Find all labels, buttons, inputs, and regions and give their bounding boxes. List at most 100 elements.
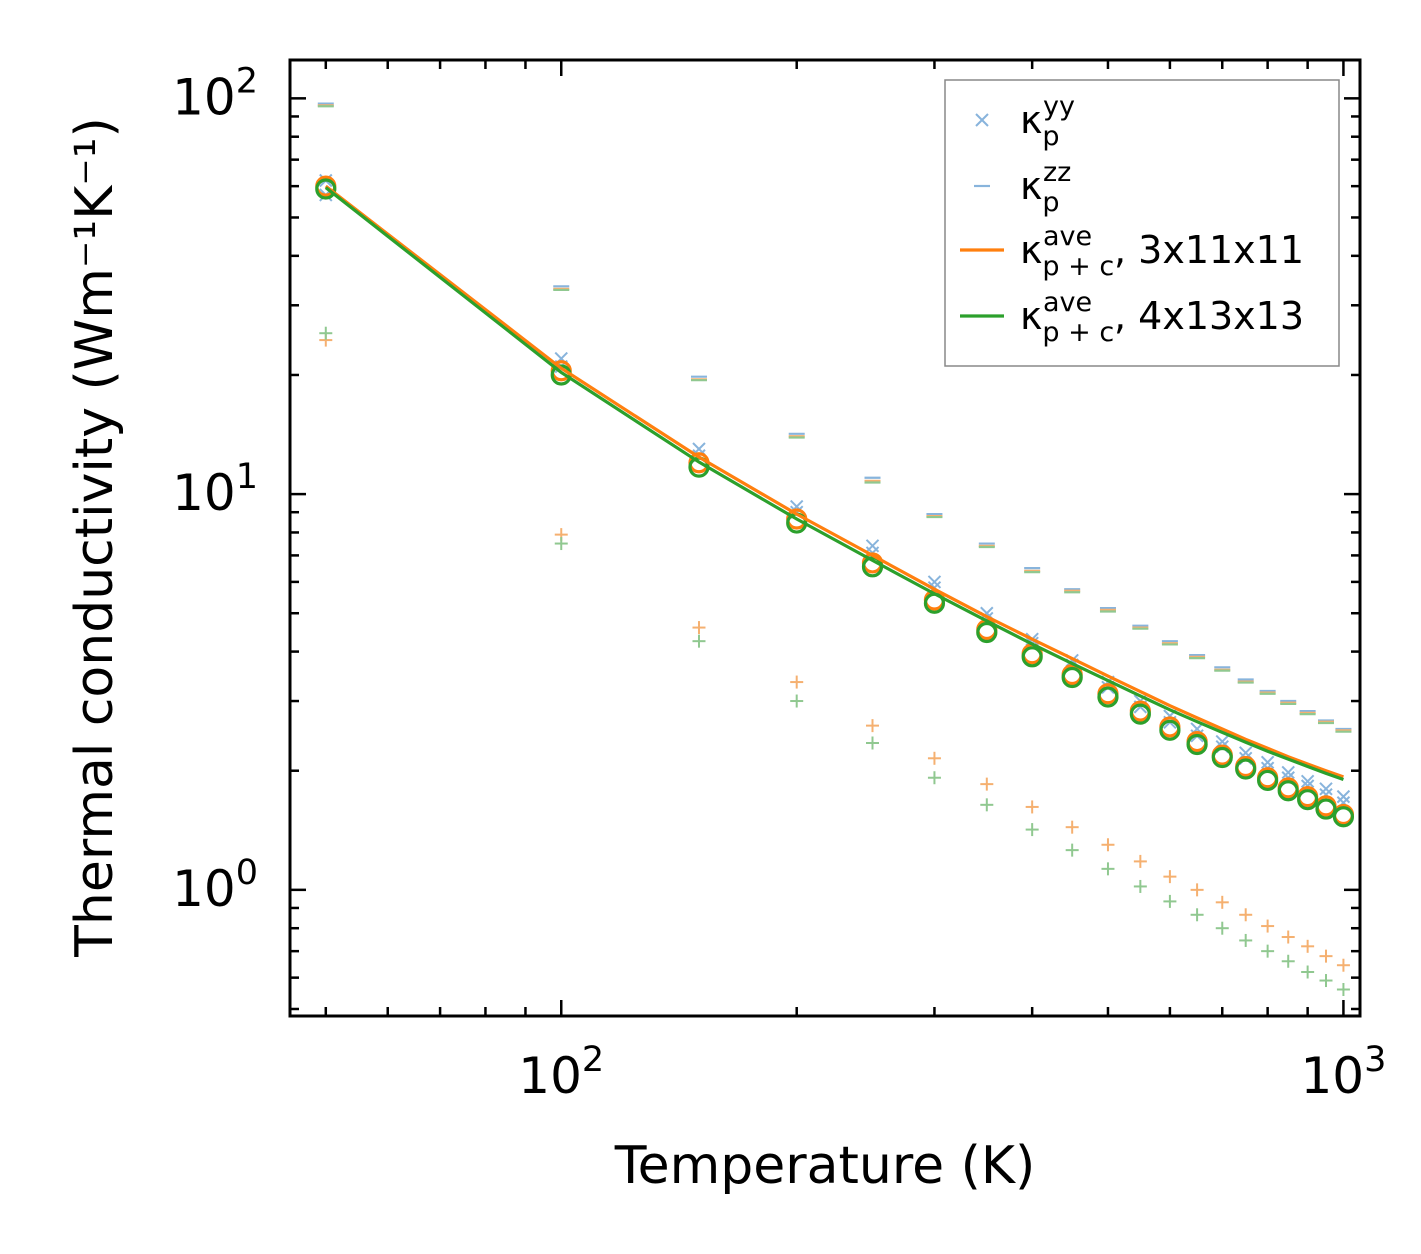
data-point xyxy=(319,326,333,340)
data-point xyxy=(1336,983,1350,997)
data-point xyxy=(1101,838,1115,852)
x-tick-base: 10 xyxy=(1300,1047,1364,1105)
data-point xyxy=(866,719,880,733)
series-line xyxy=(324,186,1344,782)
series-kappa_pc_ave_4x13x13 xyxy=(324,186,1344,782)
data-point xyxy=(1159,719,1181,741)
data-point xyxy=(1235,758,1257,780)
data-point xyxy=(1297,789,1319,811)
data-point xyxy=(790,675,804,689)
data-point xyxy=(1315,798,1337,820)
legend-symbol: κ xyxy=(1020,294,1042,338)
legend-label: κp + cave , 3x11x11 xyxy=(1020,221,1304,282)
data-point xyxy=(1260,755,1275,770)
legend-entry-kappa_pc_ave_4x13x13: κp + cave , 4x13x13 xyxy=(960,287,1304,348)
data-point xyxy=(1211,746,1233,769)
legend-subscript: p xyxy=(1042,187,1059,218)
y-tick-label: 101 xyxy=(172,457,258,522)
data-point xyxy=(866,736,880,750)
data-point xyxy=(1025,823,1039,837)
x-marker-stroke xyxy=(1281,765,1295,780)
data-point xyxy=(1277,780,1299,802)
legend-subscript: p + c xyxy=(1042,251,1114,282)
legend-entry-kappa_p_yy: κpyy xyxy=(975,91,1075,152)
legend-entry-kappa_pc_ave_3x11x11: κp + cave , 3x11x11 xyxy=(960,221,1304,282)
y-tick-base: 10 xyxy=(172,860,236,918)
data-point xyxy=(1319,974,1333,988)
data-point xyxy=(1261,944,1275,958)
data-point xyxy=(1301,965,1315,979)
data-point xyxy=(1163,870,1177,884)
y-tick-base: 10 xyxy=(172,68,236,126)
x-marker-stroke xyxy=(1336,789,1351,804)
data-point xyxy=(1025,800,1039,814)
legend-suffix: , 4x13x13 xyxy=(1114,294,1304,338)
data-point xyxy=(1129,703,1151,725)
data-point xyxy=(1190,908,1204,922)
data-point xyxy=(1336,958,1350,972)
y-tick-label: 102 xyxy=(172,61,258,126)
x-marker-stroke xyxy=(1065,653,1079,668)
legend-marker-swatch xyxy=(975,113,989,127)
data-point xyxy=(1190,883,1204,897)
x-marker-stroke xyxy=(975,113,989,127)
series-kappa_pc_ave_3x11x11 xyxy=(324,184,1344,779)
data-point xyxy=(980,777,994,791)
y-tick-base: 10 xyxy=(172,464,236,522)
data-point xyxy=(927,771,941,785)
plot-frame xyxy=(288,58,1362,1018)
data-point xyxy=(980,798,994,812)
data-point xyxy=(1163,894,1177,908)
y-axis-title: Thermal conductivity (Wm⁻¹K⁻¹) xyxy=(65,117,125,958)
series-line xyxy=(324,184,1344,779)
data-point xyxy=(1319,782,1333,796)
x-tick-exponent: 3 xyxy=(1364,1040,1386,1080)
y-tick-exponent: 2 xyxy=(236,61,258,101)
data-point xyxy=(692,634,706,648)
data-point xyxy=(1215,921,1229,935)
data-point xyxy=(692,621,706,635)
legend-superscript: ave xyxy=(1043,221,1092,252)
series-kappa_c_3x11x11 xyxy=(319,333,1350,972)
series-kappa_p_zz xyxy=(317,102,1352,731)
legend-entry-kappa_p_zz: κpzz xyxy=(974,157,1071,218)
legend-subscript: p xyxy=(1042,121,1059,152)
legend-superscript: yy xyxy=(1043,91,1075,122)
series-kappa_zz_green xyxy=(317,105,1352,733)
data-point xyxy=(554,537,568,551)
data-point xyxy=(1061,666,1083,689)
legend-label: κp + cave , 4x13x13 xyxy=(1020,287,1304,348)
legend-suffix: , 3x11x11 xyxy=(1114,228,1304,272)
data-point xyxy=(790,694,804,708)
x-tick-exponent: 2 xyxy=(582,1040,604,1080)
y-tick-label: 100 xyxy=(172,853,258,918)
y-tick-exponent: 1 xyxy=(236,457,258,497)
x-tick-base: 10 xyxy=(518,1047,582,1105)
data-point xyxy=(1300,774,1315,789)
data-point xyxy=(1133,879,1147,893)
legend-subscript: p + c xyxy=(1042,317,1114,348)
data-point xyxy=(1319,949,1333,963)
legend-symbol: κ xyxy=(1020,164,1042,208)
data-point xyxy=(1239,933,1253,947)
data-point xyxy=(1257,769,1279,792)
data-point xyxy=(1065,820,1079,834)
data-point xyxy=(1281,954,1295,968)
data-point xyxy=(1133,854,1147,868)
data-point xyxy=(1239,908,1253,922)
legend-superscript: zz xyxy=(1043,157,1071,188)
data-point xyxy=(1097,686,1119,708)
x-tick-label: 103 xyxy=(1300,1040,1386,1105)
data-point xyxy=(1215,895,1229,909)
plot-area xyxy=(315,102,1355,997)
x-marker-stroke xyxy=(1260,755,1275,770)
x-marker-stroke xyxy=(1300,774,1315,789)
legend-superscript: ave xyxy=(1043,287,1092,318)
data-point xyxy=(1281,765,1295,780)
legend-symbol: κ xyxy=(1020,98,1042,142)
legend-symbol: κ xyxy=(1020,228,1042,272)
data-point xyxy=(927,751,941,765)
x-tick-label: 102 xyxy=(518,1040,604,1105)
legend-label: κpyy xyxy=(1020,91,1075,152)
